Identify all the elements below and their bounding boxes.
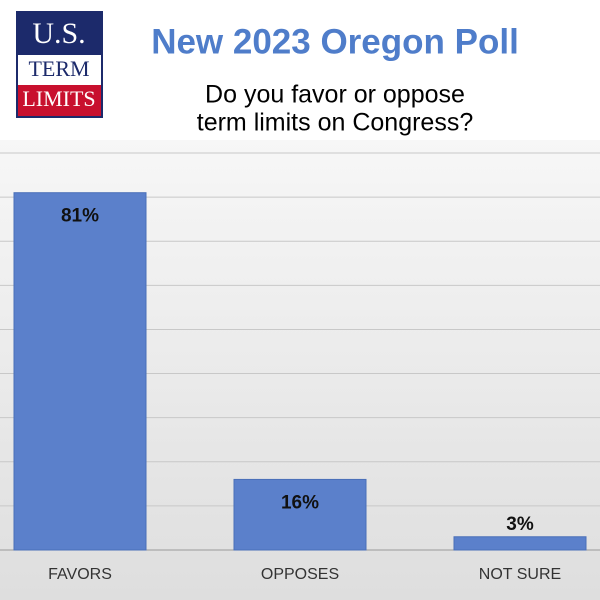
logo-text: LIMITS: [22, 86, 95, 111]
chart-subtitle: Do you favor or oppose: [205, 81, 465, 109]
logo-top: [18, 13, 101, 55]
x-tick-label: OPPOSES: [261, 566, 339, 583]
data-label: 16%: [281, 492, 319, 513]
logo-text: TERM: [28, 56, 89, 81]
bar: [13, 192, 147, 551]
chart-title: New 2023 Oregon Poll: [151, 22, 519, 61]
x-tick-label: FAVORS: [48, 566, 112, 583]
bar: [233, 478, 367, 551]
bar: [453, 536, 587, 551]
chart-subtitle: term limits on Congress?: [197, 109, 473, 137]
x-tick-label: NOT SURE: [479, 566, 561, 583]
logo-bottom: [18, 85, 101, 116]
logo: U.S. TERM LIMITS: [16, 11, 103, 118]
logo-text: U.S.: [32, 17, 85, 50]
data-label: 81%: [61, 206, 99, 227]
data-label: 3%: [506, 514, 534, 535]
